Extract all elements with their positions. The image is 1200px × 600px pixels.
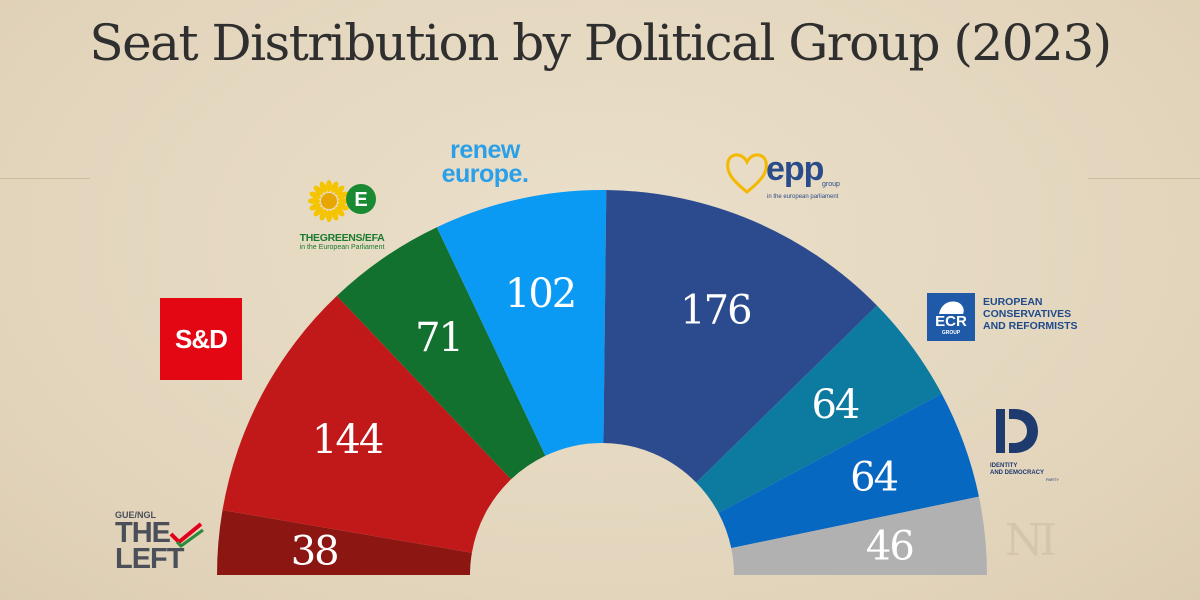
id-logo-line2: AND DEMOCRACY (990, 470, 1044, 476)
segment-greens (336, 227, 546, 480)
seat-value-labels: 38 144 71 102 176 64 64 46 (291, 271, 915, 575)
segment-id (718, 393, 979, 549)
id-mark-icon (996, 409, 1038, 453)
renew-logo-line1: renew (450, 136, 520, 164)
id-group-logo: IDENTITY AND DEMOCRACY PARTY (990, 405, 1070, 485)
value-label-ecr: 64 (811, 382, 858, 428)
value-label-sd: 144 (312, 417, 383, 463)
epp-group-logo: epp group in the european parliament (722, 148, 852, 204)
ni-group-logo: NI (1005, 515, 1057, 566)
ecr-logo-line1: EUROPEAN (983, 296, 1043, 308)
value-label-greens: 71 (415, 315, 462, 361)
left-edge-line (0, 178, 90, 179)
lion-icon (939, 301, 964, 314)
check-icon (169, 522, 204, 548)
segment-left (217, 510, 472, 575)
heart-icon (726, 153, 768, 194)
segment-ni (731, 496, 987, 575)
left-group-logo: GUE/NGL THE LEFT (115, 510, 210, 575)
page-title: Seat Distribution by Political Group (20… (89, 14, 1112, 72)
value-label-renew: 102 (505, 271, 575, 317)
sunflower-icon: E (308, 180, 376, 222)
value-label-ni: 46 (866, 523, 913, 569)
ecr-group-logo: ECR GROUP EUROPEAN CONSERVATIVES AND REF… (927, 293, 1087, 343)
id-logo-line1: IDENTITY (990, 463, 1018, 469)
ecr-logo-line2: CONSERVATIVES (983, 308, 1072, 320)
renew-group-logo: renew europe. (420, 136, 550, 188)
ecr-logo-text: EUROPEAN CONSERVATIVES AND REFORMISTS (983, 296, 1078, 332)
value-label-epp: 176 (680, 287, 750, 333)
greens-logo-line1: THEGREENS/EFA (299, 232, 385, 244)
right-edge-line (1088, 178, 1200, 179)
value-label-id: 64 (850, 455, 897, 501)
segment-ecr (696, 305, 942, 513)
id-logo-line3: PARTY (1046, 477, 1059, 482)
greens-logo-line2: in the European Parliament (299, 244, 385, 251)
greens-group-logo: E THEGREENS/EFA in the European Parliame… (283, 175, 401, 251)
ecr-logo-box-sub: GROUP (941, 330, 961, 336)
segment-epp (603, 190, 877, 483)
renew-logo-line2: europe. (441, 160, 529, 188)
ecr-logo-box-text: ECR (935, 313, 967, 330)
segment-renew (436, 190, 607, 456)
ecr-logo-box: ECR GROUP (927, 293, 975, 341)
epp-logo-group: group (822, 181, 840, 188)
segment-sd (222, 295, 512, 553)
seat-segments (217, 190, 987, 575)
ecr-logo-line3: AND REFORMISTS (983, 320, 1078, 332)
epp-logo-sub: in the european parliament (767, 194, 839, 200)
left-logo-line2: LEFT (115, 543, 185, 575)
sd-group-logo: S&D (160, 298, 242, 380)
left-logo-small: GUE/NGL (115, 510, 157, 520)
epp-logo-main: epp (766, 150, 824, 188)
value-label-left: 38 (291, 529, 338, 575)
svg-text:E: E (354, 189, 367, 211)
left-logo-line1: THE (115, 517, 171, 549)
